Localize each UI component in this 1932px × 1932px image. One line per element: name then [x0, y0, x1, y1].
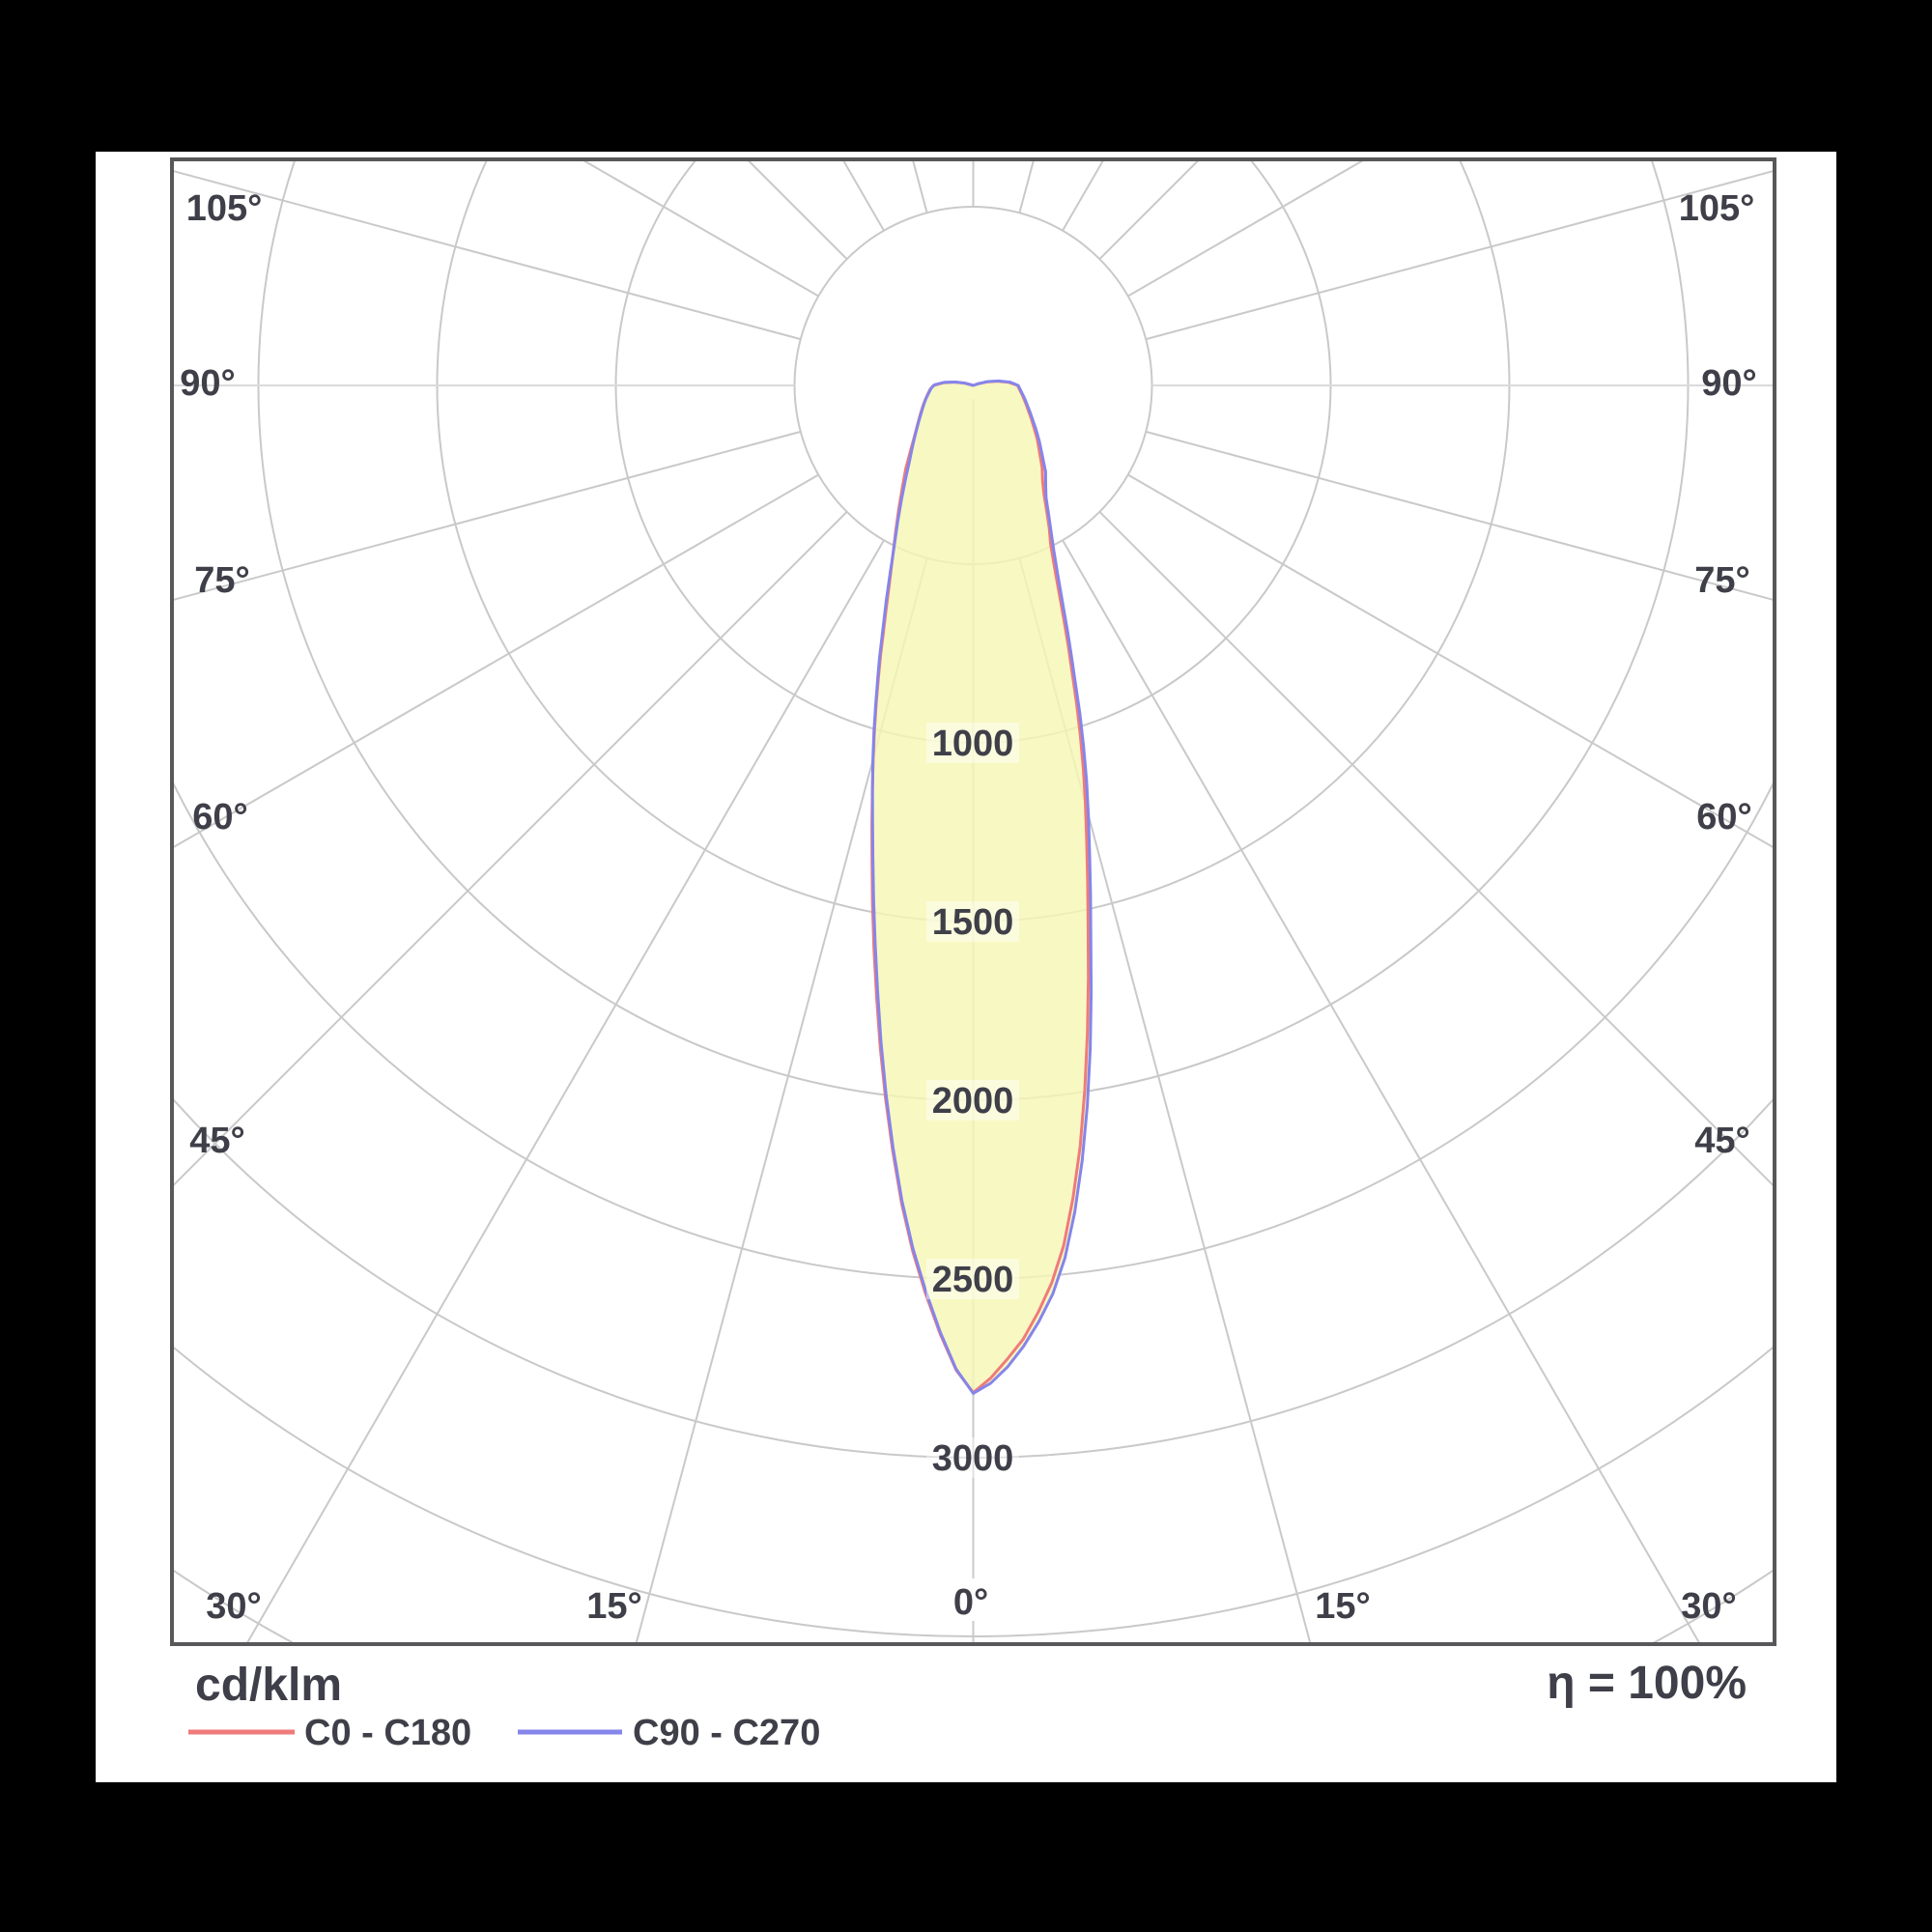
grid-spoke-45deg: [1098, 511, 1773, 1186]
angle-label-right-105: 105°: [1679, 188, 1755, 229]
ring-label-halo: [926, 1259, 1019, 1299]
grid-spoke-300deg: [174, 473, 819, 848]
angle-label-bottom-15L: 15°: [586, 1586, 641, 1627]
curve-c0-c180: [870, 380, 1091, 1395]
angle-label-left-45: 45°: [189, 1121, 244, 1161]
grid-spoke-240deg: [582, 161, 819, 298]
grid-spoke-75deg: [1145, 430, 1773, 601]
angle-labels-left: 105° 90° 75° 60° 45°: [180, 188, 262, 1161]
grid-spoke-345deg: [635, 557, 928, 1642]
grid-spoke-30deg: [1062, 539, 1700, 1642]
legend-label-c0-c180: C0 - C180: [304, 1713, 471, 1753]
angle-label-bottom-0: 0°: [953, 1582, 988, 1623]
ring-label-1000: 1000: [932, 724, 1014, 764]
zero-label-halo: [940, 1578, 1002, 1621]
grid-spoke-255deg: [174, 170, 802, 341]
grid-spoke-315deg: [174, 511, 848, 1186]
ring-label-halo: [926, 901, 1019, 942]
legend: C0 - C180 C90 - C270: [188, 1713, 820, 1753]
ring-label-2000: 2000: [932, 1081, 1014, 1122]
angle-labels-bottom: 30° 15° 0° 15° 30°: [206, 1578, 1737, 1627]
angle-label-left-60: 60°: [192, 797, 247, 838]
angle-label-right-75: 75°: [1694, 560, 1749, 601]
angle-label-right-90: 90°: [1701, 363, 1756, 404]
lobe-fill: [872, 381, 1092, 1394]
ring-label-halo: [926, 1437, 1019, 1478]
curve-c90-c270: [870, 379, 1094, 1395]
grid-spoke-60deg: [1127, 473, 1773, 848]
grid-spoke-285deg: [174, 430, 802, 601]
angle-label-bottom-15R: 15°: [1315, 1586, 1370, 1627]
unit-label: cd/klm: [195, 1660, 342, 1711]
efficiency-label: η = 100%: [1547, 1658, 1747, 1709]
ring-label-2500: 2500: [932, 1260, 1014, 1300]
angle-label-bottom-30R: 30°: [1681, 1586, 1736, 1627]
grid-spoke-105deg: [1145, 170, 1773, 341]
angle-label-left-90: 90°: [180, 363, 235, 404]
grid-spoke-330deg: [246, 539, 885, 1642]
angle-label-left-75: 75°: [194, 560, 249, 601]
ring-label-1500: 1500: [932, 902, 1014, 943]
angle-label-right-45: 45°: [1694, 1121, 1749, 1161]
angle-labels-right: 105° 90° 75° 60° 45°: [1679, 188, 1757, 1161]
ring-label-3000: 3000: [932, 1438, 1014, 1479]
grid-spoke-120deg: [1127, 161, 1364, 298]
angle-label-right-60: 60°: [1696, 797, 1751, 838]
ring-value-labels: 1000 1500 2000 2500 3000: [926, 723, 1019, 1479]
legend-label-c90-c270: C90 - C270: [633, 1713, 820, 1753]
angle-label-bottom-30L: 30°: [206, 1586, 261, 1627]
ring-label-halo: [926, 723, 1019, 763]
ring-label-halo: [926, 1080, 1019, 1121]
angle-label-left-105: 105°: [186, 188, 263, 229]
intensity-lobe: [870, 379, 1094, 1395]
